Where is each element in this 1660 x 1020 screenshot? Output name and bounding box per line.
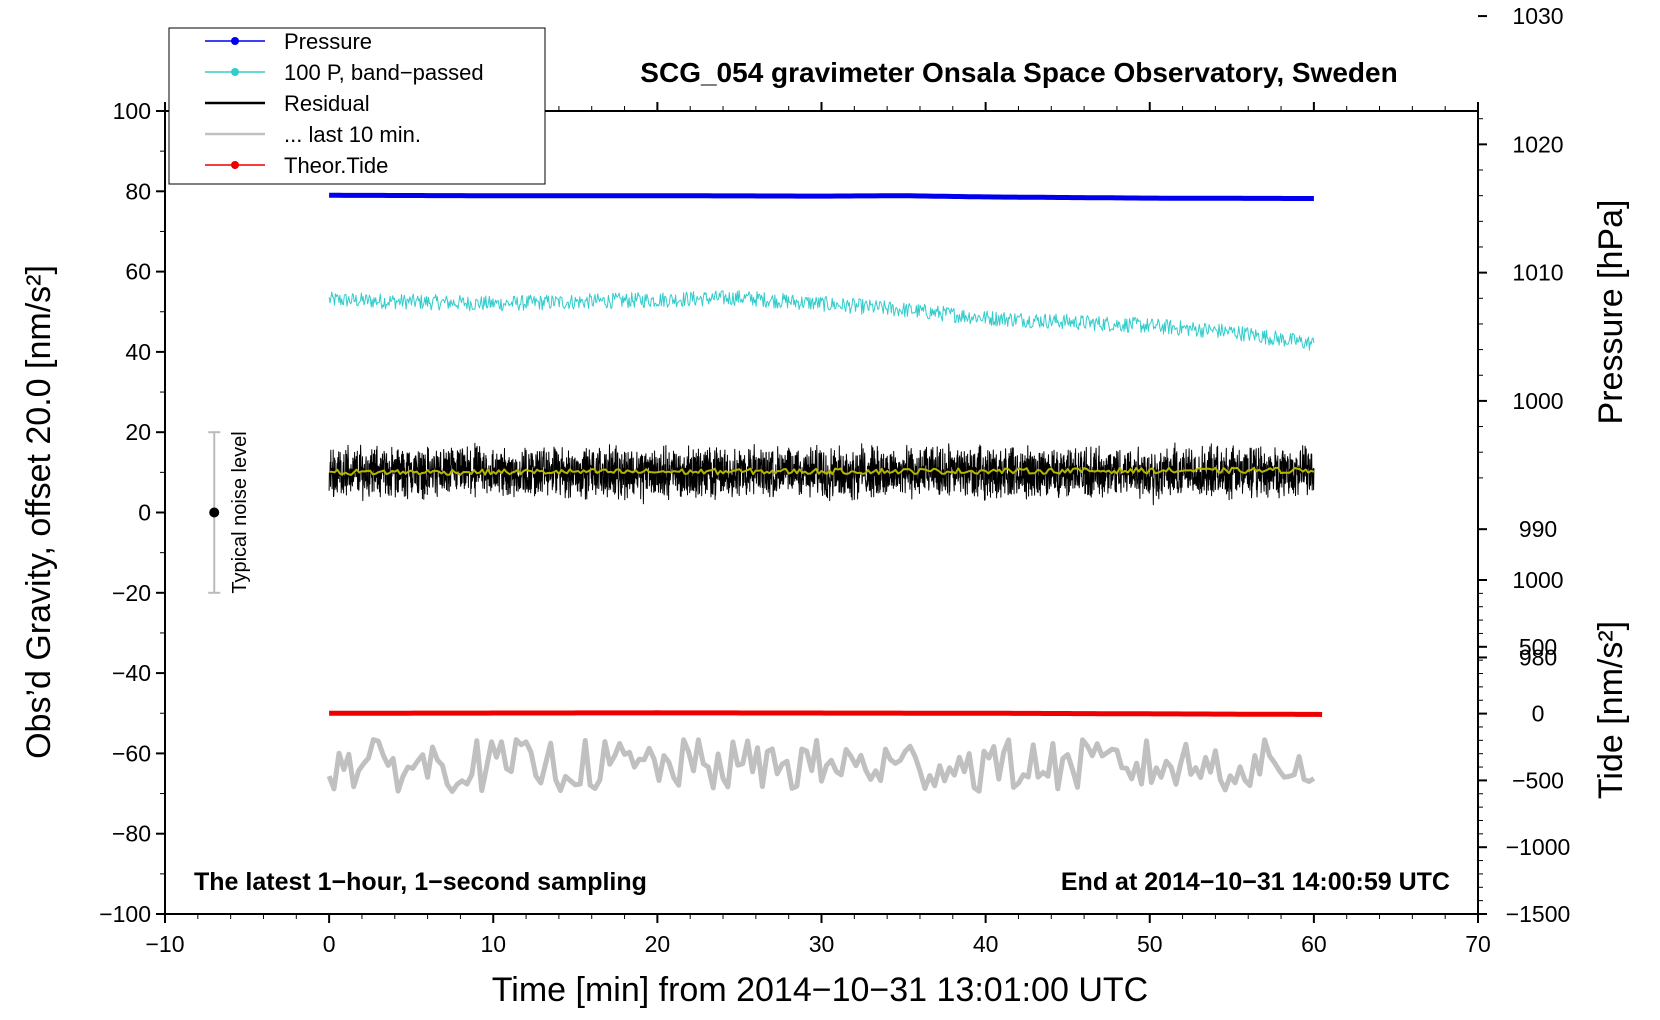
legend-marker	[231, 68, 239, 76]
y-tick-label: −40	[112, 660, 151, 686]
pressure-tick-label: 980	[1519, 644, 1557, 670]
pressure-tick-label: 1030	[1512, 3, 1563, 29]
chart-title: SCG_054 gravimeter Onsala Space Observat…	[640, 57, 1397, 88]
series-pressure	[329, 192, 1314, 201]
tide-tick-label: 500	[1519, 634, 1557, 660]
y-tick-label: 80	[125, 178, 151, 204]
x-tick-label: 60	[1301, 931, 1327, 957]
legend-marker	[231, 161, 239, 169]
x-tick-label: 50	[1137, 931, 1163, 957]
y-tick-label: −100	[99, 901, 151, 927]
y-tick-label: 0	[138, 500, 151, 526]
series-residual-running-mean	[329, 466, 1315, 476]
series-theor-tide	[329, 710, 1323, 717]
annotation-left: The latest 1−hour, 1−second sampling	[194, 868, 647, 896]
x-tick-label: −10	[145, 931, 184, 957]
annotation-right: End at 2014−10−31 14:00:59 UTC	[1061, 868, 1450, 896]
legend-label: ... last 10 min.	[284, 122, 421, 147]
legend-marker	[231, 37, 239, 45]
tide-tick-label: −500	[1512, 767, 1564, 793]
noise-center-point	[209, 507, 220, 518]
y-tick-label: 100	[113, 98, 151, 124]
noise-level-label: Typical noise level	[229, 431, 251, 593]
legend-label: Residual	[284, 91, 370, 116]
legend: Pressure 100 P, band−passed Residual ... la…	[168, 27, 546, 185]
series-residual	[328, 442, 1315, 506]
legend-items: Pressure 100 P, band−passed Residual ... la…	[205, 29, 484, 178]
y-axis-label-pressure: Pressure [hPa]	[1592, 200, 1630, 425]
y-ticks: 100 80 60 40 20 0 −20 −40 −60 −80 −100	[99, 98, 165, 927]
legend-label: Theor.Tide	[284, 153, 388, 178]
y-axis-label-tide: Tide [nm/s²]	[1592, 621, 1630, 799]
x-tick-label: 10	[480, 931, 506, 957]
y-tick-label: 60	[125, 259, 151, 285]
x-tick-label: 70	[1465, 931, 1491, 957]
tide-tick-label: −1000	[1506, 834, 1571, 860]
pressure-tick-label: 990	[1519, 516, 1557, 542]
noise-indicator	[208, 431, 221, 594]
tide-tick-label: −1500	[1506, 901, 1571, 927]
y-tick-label: −20	[112, 580, 151, 606]
x-tick-label: 20	[645, 931, 671, 957]
pressure-tick-label: 1000	[1512, 388, 1563, 414]
x-tick-label: 30	[809, 931, 835, 957]
series-layer	[326, 192, 1323, 794]
tide-tick-label: 1000	[1512, 567, 1563, 593]
y-tick-label: 40	[125, 339, 151, 365]
series-100-p-band-passed	[328, 290, 1315, 351]
legend-box	[168, 27, 546, 185]
y-tick-label: 20	[125, 419, 151, 445]
y-tick-label: −60	[112, 740, 151, 766]
legend-label: Pressure	[284, 29, 372, 54]
x-ticks: −10 0 10 20 30 40 50 60 70	[145, 102, 1491, 957]
y-tick-label: −80	[112, 821, 151, 847]
pressure-tick-label: 1020	[1512, 131, 1563, 157]
x-tick-label: 0	[323, 931, 336, 957]
x-tick-label: 40	[973, 931, 999, 957]
x-axis-label: Time [min] from 2014−10−31 13:01:00 UTC	[492, 971, 1148, 1009]
series-last-10-min	[326, 737, 1316, 794]
right-ticks: 1030 1020 1010 1000 990 980 1000 500 0 −500 −1000 −…	[1478, 3, 1570, 927]
legend-label: 100 P, band−passed	[284, 60, 484, 85]
tide-tick-label: 0	[1532, 701, 1545, 727]
pressure-tick-label: 1010	[1512, 260, 1563, 286]
y-axis-label-left: Obs’d Gravity, offset 20.0 [nm/s²]	[20, 265, 58, 759]
